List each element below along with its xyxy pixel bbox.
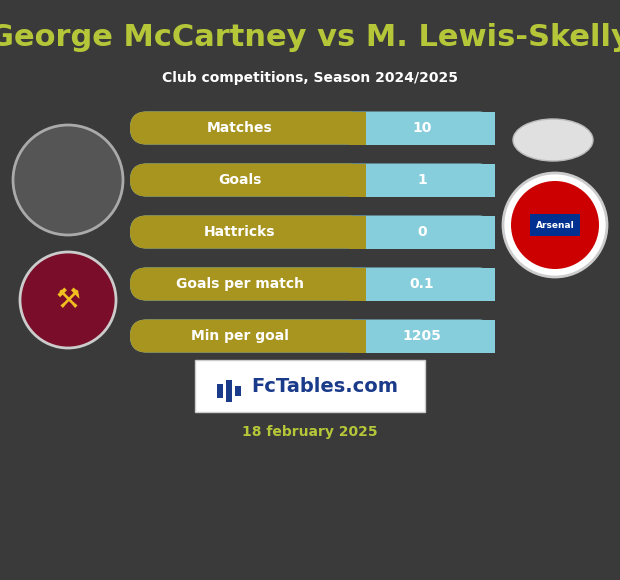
- Text: Goals: Goals: [218, 173, 261, 187]
- Circle shape: [511, 181, 599, 269]
- Text: 0.1: 0.1: [410, 277, 435, 291]
- FancyBboxPatch shape: [366, 164, 495, 197]
- FancyBboxPatch shape: [366, 267, 495, 300]
- Text: Arsenal: Arsenal: [536, 220, 574, 230]
- Text: Min per goal: Min per goal: [190, 329, 288, 343]
- FancyBboxPatch shape: [130, 216, 495, 248]
- Text: 0: 0: [417, 225, 427, 239]
- FancyBboxPatch shape: [349, 111, 368, 144]
- Text: George McCartney vs M. Lewis-Skelly: George McCartney vs M. Lewis-Skelly: [0, 24, 620, 53]
- Text: 1: 1: [417, 173, 427, 187]
- FancyBboxPatch shape: [130, 111, 495, 144]
- FancyBboxPatch shape: [195, 360, 425, 412]
- FancyBboxPatch shape: [217, 384, 223, 398]
- FancyBboxPatch shape: [130, 320, 366, 353]
- Text: Hattricks: Hattricks: [204, 225, 275, 239]
- Circle shape: [503, 173, 607, 277]
- FancyBboxPatch shape: [235, 386, 241, 396]
- FancyBboxPatch shape: [130, 164, 495, 197]
- FancyBboxPatch shape: [366, 111, 495, 144]
- FancyBboxPatch shape: [530, 214, 580, 236]
- FancyBboxPatch shape: [130, 267, 495, 300]
- FancyBboxPatch shape: [130, 164, 366, 197]
- FancyBboxPatch shape: [349, 216, 368, 248]
- Circle shape: [20, 252, 116, 348]
- FancyBboxPatch shape: [366, 320, 495, 353]
- FancyBboxPatch shape: [130, 216, 366, 248]
- Ellipse shape: [513, 119, 593, 161]
- FancyBboxPatch shape: [349, 164, 368, 197]
- Text: 10: 10: [412, 121, 432, 135]
- FancyBboxPatch shape: [349, 320, 368, 353]
- FancyBboxPatch shape: [226, 380, 232, 402]
- Text: FcTables.com: FcTables.com: [252, 376, 399, 396]
- FancyBboxPatch shape: [130, 267, 366, 300]
- Circle shape: [13, 125, 123, 235]
- Text: 1205: 1205: [402, 329, 441, 343]
- FancyBboxPatch shape: [130, 320, 495, 353]
- FancyBboxPatch shape: [130, 111, 366, 144]
- Text: 18 february 2025: 18 february 2025: [242, 425, 378, 439]
- Text: Goals per match: Goals per match: [175, 277, 304, 291]
- FancyBboxPatch shape: [349, 267, 368, 300]
- Text: Club competitions, Season 2024/2025: Club competitions, Season 2024/2025: [162, 71, 458, 85]
- FancyBboxPatch shape: [366, 216, 495, 248]
- Text: Matches: Matches: [206, 121, 272, 135]
- Text: ⚒: ⚒: [56, 286, 81, 314]
